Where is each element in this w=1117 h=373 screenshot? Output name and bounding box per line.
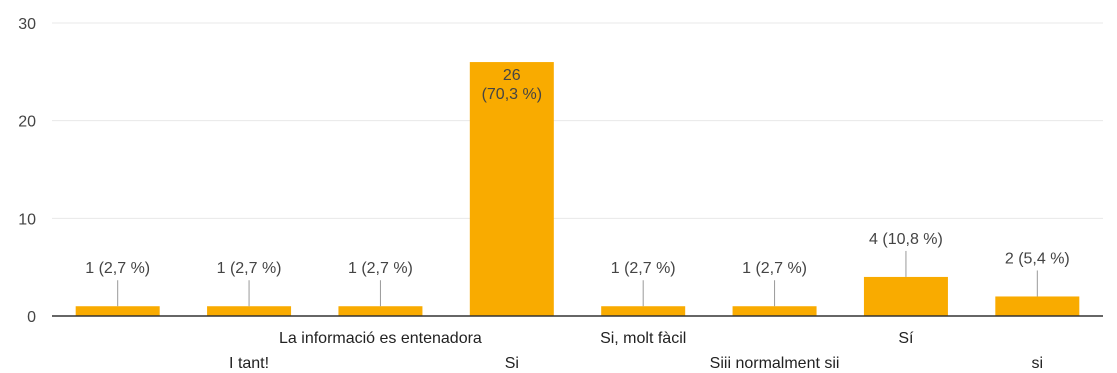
category-label: La informació es entenadora: [279, 330, 482, 347]
y-tick-label: 20: [18, 114, 36, 131]
data-label: 1 (2,7 %): [611, 260, 676, 277]
y-tick-label: 0: [27, 309, 36, 326]
data-label: 1 (2,7 %): [217, 260, 282, 277]
data-label: 4 (10,8 %): [869, 231, 943, 248]
data-label: 1 (2,7 %): [85, 260, 150, 277]
grid-lines: [52, 22, 1103, 219]
bar: [207, 306, 292, 316]
category-label: Si: [505, 355, 519, 372]
category-label: Siii normalment sii: [710, 355, 840, 372]
bar: [338, 306, 423, 316]
y-tick-label: 10: [18, 211, 36, 228]
bar: [863, 276, 948, 316]
category-label: si: [1032, 355, 1044, 372]
category-label: Sí: [898, 330, 914, 347]
y-tick-label: 30: [18, 16, 36, 33]
data-label: 1 (2,7 %): [742, 260, 807, 277]
data-label: 26: [503, 67, 521, 84]
bar: [732, 306, 817, 316]
category-labels: I tant! La informació es entenadora Si Si, …: [229, 330, 1043, 372]
data-label: 1 (2,7 %): [348, 260, 413, 277]
category-label: Si, molt fàcil: [600, 330, 686, 347]
bar: [601, 306, 686, 316]
y-axis-ticks: 0 10 20 30: [18, 16, 36, 326]
bar: [995, 296, 1080, 316]
data-labels: 1 (2,7 %) 1 (2,7 %) 1 (2,7 %) 26 (70,3 %) 1 (…: [85, 67, 1070, 307]
data-label: 2 (5,4 %): [1005, 250, 1070, 267]
bars: [75, 62, 1080, 316]
bar: [75, 306, 160, 316]
category-label: I tant!: [229, 355, 269, 372]
bar: [469, 62, 554, 316]
data-label: (70,3 %): [482, 86, 542, 103]
